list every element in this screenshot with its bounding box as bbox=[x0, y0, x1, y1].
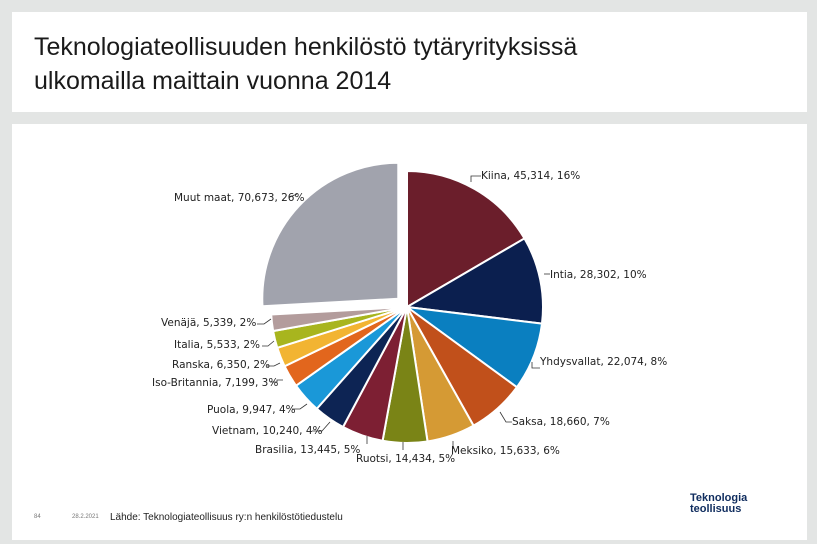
leader-line bbox=[257, 318, 272, 325]
leader-line bbox=[292, 403, 308, 410]
leader-line bbox=[270, 379, 283, 383]
slide-number: 84 bbox=[34, 514, 41, 520]
source-note: Lähde: Teknologiateollisuus ry:n henkilö… bbox=[110, 512, 343, 523]
leader-line bbox=[531, 362, 540, 369]
data-label: Muut maat, 70,673, 26% bbox=[174, 192, 304, 204]
data-label: Puola, 9,947, 4% bbox=[207, 404, 296, 416]
pie-slice-venäjä bbox=[270, 306, 408, 333]
slide-date: 28.2.2021 bbox=[72, 514, 99, 520]
data-label: Brasilia, 13,445, 5% bbox=[255, 444, 360, 456]
data-label: Meksiko, 15,633, 6% bbox=[451, 445, 560, 457]
company-logo: Teknologia teollisuus bbox=[690, 493, 780, 515]
pie-slice-muut-maat bbox=[261, 161, 400, 308]
data-label: Ruotsi, 14,434, 5% bbox=[356, 453, 455, 465]
data-label: Venäjä, 5,339, 2% bbox=[161, 317, 256, 329]
pie-slice-intia bbox=[403, 237, 544, 325]
leader-line bbox=[267, 362, 281, 367]
data-label: Iso-Britannia, 7,199, 3% bbox=[152, 377, 278, 389]
logo-line1: Teknologia bbox=[690, 492, 748, 504]
data-label: Yhdysvallat, 22,074, 8% bbox=[539, 356, 667, 368]
data-label: Vietnam, 10,240, 4% bbox=[212, 425, 323, 437]
data-label: Saksa, 18,660, 7% bbox=[512, 416, 610, 428]
leader-line bbox=[312, 421, 331, 432]
chart-panel: Kiina, 45,314, 16% Intia, 28,302, 10% Yhdy… bbox=[12, 124, 807, 540]
title-box: Teknologiateollisuuden henkilöstö tytäry… bbox=[12, 12, 807, 112]
leader-line bbox=[470, 175, 481, 182]
logo-line2: teollisuus bbox=[690, 503, 742, 515]
pie-chart: Kiina, 45,314, 16% Intia, 28,302, 10% Yhdy… bbox=[152, 161, 667, 465]
data-label: Italia, 5,533, 2% bbox=[174, 339, 260, 351]
data-label: Intia, 28,302, 10% bbox=[550, 269, 647, 281]
pie-slice-kiina bbox=[406, 169, 526, 309]
leader-line bbox=[289, 193, 298, 198]
data-label: Kiina, 45,314, 16% bbox=[481, 170, 580, 182]
page-title: Teknologiateollisuuden henkilöstö tytäry… bbox=[34, 33, 578, 95]
data-label: Ranska, 6,350, 2% bbox=[172, 359, 270, 371]
leader-line bbox=[262, 340, 275, 347]
leader-line bbox=[499, 411, 512, 423]
